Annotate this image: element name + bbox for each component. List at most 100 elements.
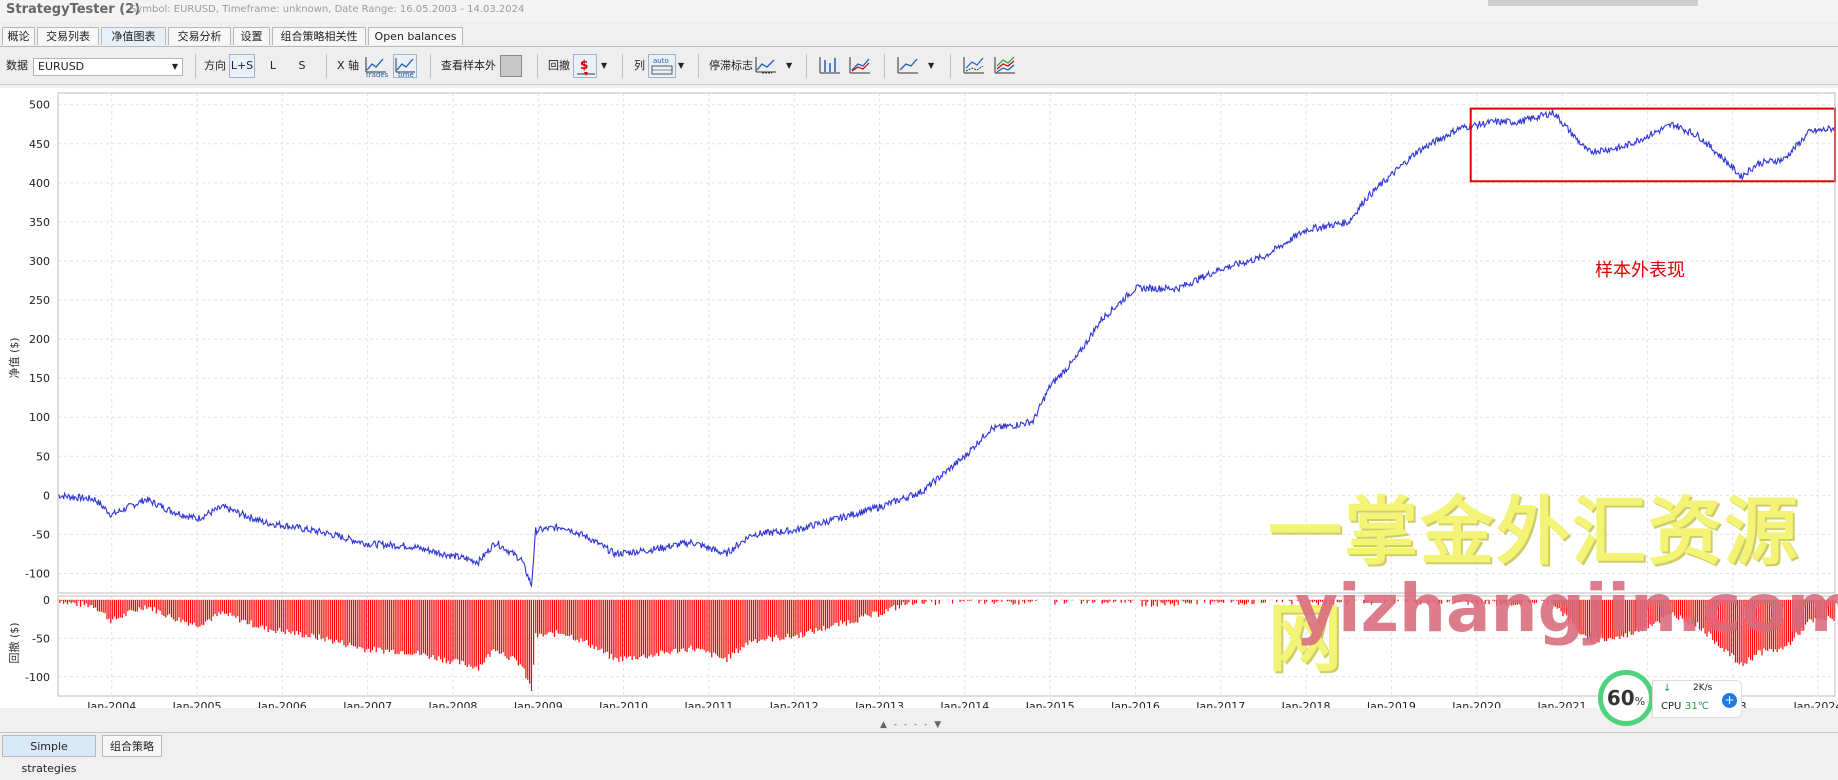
chevron-down-icon[interactable]: ▼ bbox=[601, 61, 608, 70]
data-label: 数据 bbox=[6, 59, 28, 72]
tab-equity-chart[interactable]: 净值图表 bbox=[101, 27, 166, 45]
toolbar-separator bbox=[698, 54, 699, 78]
overlay-chart-button[interactable] bbox=[896, 54, 920, 78]
direction-l-button[interactable]: L bbox=[269, 59, 277, 72]
titlebar-decoration bbox=[1488, 0, 1698, 6]
cpu-label: CPU bbox=[1661, 701, 1682, 712]
toolbar-separator bbox=[537, 54, 538, 78]
equity-plot-frame bbox=[57, 92, 1836, 594]
direction-label: 方向 bbox=[204, 59, 226, 72]
x-tick-label: Jan-2014 bbox=[939, 700, 989, 708]
x-tick-label: Jan-2010 bbox=[598, 700, 648, 708]
tab-open-balances[interactable]: Open balances bbox=[368, 27, 463, 45]
tab-settings[interactable]: 设置 bbox=[233, 27, 270, 45]
x-tick-label: Jan-2012 bbox=[769, 700, 819, 708]
tab-portfolio-strategies[interactable]: 组合策略 bbox=[102, 735, 162, 757]
main-y-tick-label: 100 bbox=[29, 411, 50, 424]
oos-highlight-box bbox=[1469, 107, 1836, 183]
main-y-tick-label: 200 bbox=[29, 333, 50, 346]
x-tick-label: Jan-2009 bbox=[513, 700, 563, 708]
cpu-temp: 31℃ bbox=[1685, 701, 1709, 712]
xaxis-trades-button[interactable]: trades bbox=[364, 54, 389, 79]
panel-splitter[interactable]: ▲ - - - - ▼ bbox=[880, 720, 944, 730]
line-chart-red-button[interactable] bbox=[848, 54, 872, 78]
main-y-tick-label: 250 bbox=[29, 294, 50, 307]
x-tick-label: Jan-2008 bbox=[428, 700, 478, 708]
main-y-tick-label: 50 bbox=[36, 450, 50, 463]
x-tick-label: Jan-2016 bbox=[1110, 700, 1160, 708]
column-auto-button[interactable]: auto bbox=[648, 54, 676, 78]
toolbar-separator bbox=[806, 54, 807, 78]
line-chart-icon bbox=[365, 57, 386, 73]
x-tick-label: Jan-2020 bbox=[1451, 700, 1501, 708]
main-y-tick-label: 350 bbox=[29, 216, 50, 229]
window-title: StrategyTester (2) bbox=[6, 2, 141, 17]
bottom-tabs-bar: Simple strategies 组合策略 bbox=[0, 732, 1838, 775]
toolbar-separator bbox=[622, 54, 623, 78]
symbol-select-value: EURUSD bbox=[38, 60, 85, 73]
compare-chart-button[interactable] bbox=[962, 54, 986, 78]
drawdown-grid bbox=[58, 596, 1835, 696]
xaxis-trades-text: trades bbox=[366, 71, 389, 79]
drawdown-y-tick-label: -50 bbox=[32, 632, 50, 645]
multi-series-icon bbox=[994, 56, 1015, 74]
main-y-tick-label: 0 bbox=[43, 489, 50, 502]
x-tick-label: Jan-2018 bbox=[1281, 700, 1331, 708]
tab-overview[interactable]: 概论 bbox=[2, 27, 35, 45]
arrow-down-icon: ↓ bbox=[1663, 683, 1672, 694]
equity-chart-area: 500 450 400 350 300 250 200 150 100 50 0 -50 -100 0-… bbox=[0, 88, 1838, 713]
equity-series-line bbox=[57, 109, 1836, 589]
oos-checkbox[interactable] bbox=[500, 55, 522, 77]
xaxis-time-text: time bbox=[398, 71, 414, 79]
main-y-tick-label: 450 bbox=[29, 138, 50, 151]
x-tick-label: Jan-2013 bbox=[854, 700, 904, 708]
chevron-down-icon[interactable]: ▼ bbox=[786, 61, 793, 70]
x-tick-label: Jan-2004 bbox=[86, 700, 136, 708]
x-tick-label: Jan-2015 bbox=[1025, 700, 1075, 708]
x-tick-label: Jan-2024 bbox=[1792, 700, 1838, 708]
main-y-tick-label: 150 bbox=[29, 372, 50, 385]
memory-usage-ring: 60% bbox=[1598, 670, 1654, 726]
toolbar-separator bbox=[884, 54, 885, 78]
tab-portfolio-correlation[interactable]: 组合策略相关性 bbox=[272, 27, 366, 45]
window-subtitle: Symbol: EURUSD, Timeframe: unknown, Date… bbox=[130, 4, 525, 15]
direction-s-button[interactable]: S bbox=[298, 59, 306, 72]
table-icon bbox=[651, 65, 673, 75]
add-icon[interactable]: + bbox=[1722, 693, 1737, 708]
column-auto-text: auto bbox=[653, 57, 669, 65]
toolbar-separator bbox=[430, 54, 431, 78]
x-tick-label: Jan-2017 bbox=[1195, 700, 1245, 708]
stagnation-label: 停滞标志 bbox=[709, 59, 753, 72]
line-chart-icon bbox=[395, 58, 415, 73]
system-status-panel: ↓ 2K/s CPU 31℃ + bbox=[1652, 680, 1742, 718]
x-ticks: Jan-2004 Jan-2005 Jan-2006 Jan-2007 Jan-2008… bbox=[86, 700, 1838, 713]
bar-chart-button[interactable] bbox=[818, 54, 842, 78]
watermark-text-cn: 一掌金外汇资源网 bbox=[1268, 489, 1800, 682]
oos-annotation: 样本外表现 bbox=[1595, 260, 1685, 281]
symbol-select[interactable]: EURUSD ▼ bbox=[33, 58, 183, 76]
multi-series-button[interactable] bbox=[993, 54, 1017, 78]
performance-widget[interactable]: 60% ↓ 2K/s CPU 31℃ + bbox=[1598, 670, 1743, 730]
toolbar-separator bbox=[195, 54, 196, 78]
memory-usage-value: 60 bbox=[1606, 686, 1635, 710]
chevron-down-icon[interactable]: ▼ bbox=[678, 61, 685, 70]
tab-trade-list[interactable]: 交易列表 bbox=[37, 27, 99, 45]
xaxis-time-button[interactable]: time bbox=[393, 54, 417, 79]
dollar-drawdown-icon: $ bbox=[577, 58, 595, 76]
column-label: 列 bbox=[634, 59, 645, 72]
stagnation-button[interactable] bbox=[754, 54, 778, 78]
tab-trade-analysis[interactable]: 交易分析 bbox=[168, 27, 231, 45]
xaxis-label: X 轴 bbox=[337, 59, 360, 72]
svg-text:$: $ bbox=[580, 58, 588, 72]
drawdown-plot-frame bbox=[57, 595, 1836, 697]
chevron-down-icon[interactable]: ▼ bbox=[928, 61, 935, 70]
drawdown-y-ticks: 0 -50 -100 bbox=[25, 594, 50, 684]
x-tick-label: Jan-2019 bbox=[1366, 700, 1416, 708]
tab-simple-strategies[interactable]: Simple strategies bbox=[2, 735, 96, 775]
watermark-text-url: yizhangjin.com bbox=[1295, 570, 1838, 647]
direction-ls-button[interactable]: L+S bbox=[229, 54, 255, 78]
main-y-tick-label: -50 bbox=[32, 528, 50, 541]
drawdown-button[interactable]: $ bbox=[573, 54, 597, 78]
